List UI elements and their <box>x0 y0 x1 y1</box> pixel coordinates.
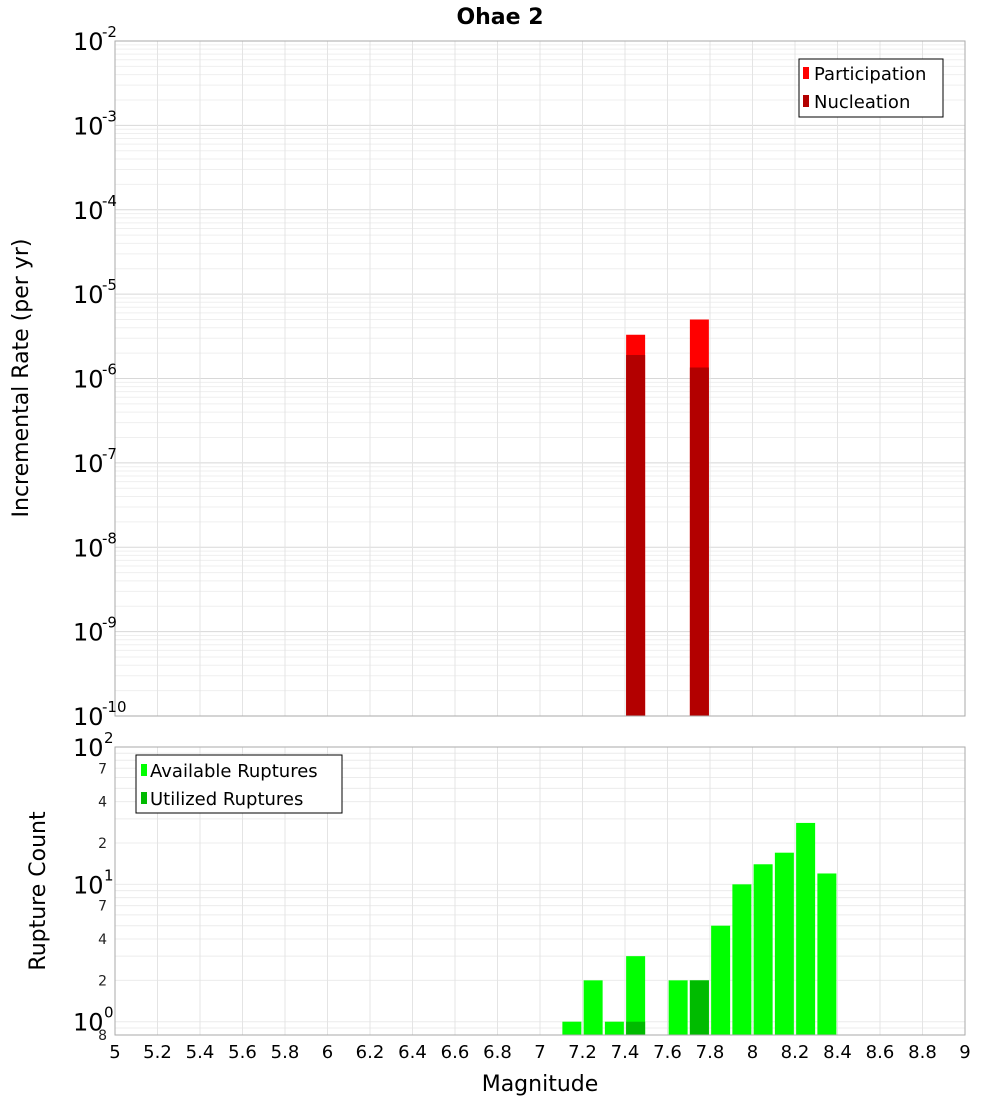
x-tick-label: 6.2 <box>356 1042 385 1063</box>
y-tick-exponent: -6 <box>102 361 117 379</box>
legend-swatch-available-ruptures <box>141 764 147 776</box>
bar-utilized-ruptures <box>626 1021 646 1035</box>
y-tick-label: 10 <box>73 112 104 140</box>
legend-label-participation: Participation <box>814 64 926 85</box>
legend-label-utilized-ruptures: Utilized Ruptures <box>150 789 303 810</box>
y-tick-exponent: -5 <box>102 276 117 294</box>
bar-available-ruptures <box>583 980 603 1035</box>
y-tick-exponent: -2 <box>102 23 117 41</box>
bottom-legend: Available Ruptures Utilized Ruptures <box>135 754 343 814</box>
x-tick-label: 8.4 <box>823 1042 852 1063</box>
y-tick-label: 10 <box>73 734 104 762</box>
bar-available-ruptures <box>562 1021 582 1035</box>
top-y-axis-label: Incremental Rate (per yr) <box>9 239 34 518</box>
legend-label-nucleation: Nucleation <box>814 92 910 113</box>
x-tick-label: 8.8 <box>908 1042 937 1063</box>
y-tick-label: 10 <box>73 281 104 309</box>
bar-available-ruptures <box>817 873 837 1035</box>
y-tick-exponent: -4 <box>102 192 117 210</box>
bar-available-ruptures <box>753 864 773 1035</box>
bar-nucleation <box>689 367 709 716</box>
y-minor-tick-label: 2 <box>98 973 107 989</box>
x-tick-label: 5.8 <box>271 1042 300 1063</box>
top-bars <box>626 319 709 716</box>
y-tick-exponent: -8 <box>102 529 117 547</box>
y-tick-label: 10 <box>73 534 104 562</box>
bottom-legend-box <box>135 754 343 814</box>
top-grid <box>114 40 966 717</box>
y-tick-label: 10 <box>73 197 104 225</box>
y-minor-tick-label: 7 <box>98 899 107 915</box>
x-axis-label: Magnitude <box>482 1072 599 1097</box>
bar-nucleation <box>626 354 646 716</box>
bar-available-ruptures <box>732 884 752 1035</box>
x-tick-label: 5.6 <box>228 1042 257 1063</box>
legend-swatch-participation <box>803 67 809 79</box>
y-tick-exponent: -9 <box>102 614 117 632</box>
bar-available-ruptures <box>796 822 816 1035</box>
bar-available-ruptures <box>668 980 688 1035</box>
x-tick-label: 8.6 <box>866 1042 895 1063</box>
y-minor-tick-label: 4 <box>98 795 107 811</box>
bottom-bars <box>562 822 837 1035</box>
y-tick-label: 10 <box>73 28 104 56</box>
y-tick-exponent: -3 <box>102 107 117 125</box>
x-tick-label: 6 <box>322 1042 333 1063</box>
legend-swatch-utilized-ruptures <box>141 792 147 804</box>
x-tick-label: 7.6 <box>653 1042 682 1063</box>
y-tick-label: 10 <box>73 619 104 647</box>
x-tick-label: 5 <box>109 1042 120 1063</box>
y-tick-label: 10 <box>73 450 104 478</box>
x-tick-label: 7 <box>534 1042 545 1063</box>
bar-available-ruptures <box>711 925 731 1035</box>
top-plot-border <box>114 40 966 717</box>
top-legend: Participation Nucleation <box>798 58 944 118</box>
bar-available-ruptures <box>774 852 794 1035</box>
bottom-plot-border <box>114 746 966 1036</box>
x-tick-label: 6.4 <box>398 1042 427 1063</box>
x-tick-label: 6.8 <box>483 1042 512 1063</box>
x-tick-label: 8 <box>747 1042 758 1063</box>
y-tick-exponent: 1 <box>104 866 114 884</box>
x-tick-label: 7.8 <box>696 1042 725 1063</box>
y-tick-label: 10 <box>73 366 104 394</box>
y-minor-tick-label: 7 <box>98 761 107 777</box>
bar-utilized-ruptures <box>689 980 709 1035</box>
y-tick-exponent: -10 <box>102 698 127 716</box>
x-tick-label: 6.6 <box>441 1042 470 1063</box>
y-tick-label: 10 <box>73 1009 104 1037</box>
x-tick-label: 9 <box>959 1042 970 1063</box>
y-tick-exponent: -7 <box>102 445 117 463</box>
x-tick-label: 7.4 <box>611 1042 640 1063</box>
bottom-y-axis-label: Rupture Count <box>26 811 51 971</box>
y-minor-tick-label: 8 <box>98 1028 107 1044</box>
x-tick-label: 8.2 <box>781 1042 810 1063</box>
x-tick-label: 7.2 <box>568 1042 597 1063</box>
y-tick-exponent: 0 <box>104 1004 114 1022</box>
top-legend-box <box>798 58 944 118</box>
chart-title: Ohae 2 <box>456 5 543 30</box>
y-tick-label: 10 <box>73 703 104 731</box>
x-tick-label: 5.4 <box>186 1042 215 1063</box>
y-tick-label: 10 <box>73 871 104 899</box>
y-minor-tick-label: 4 <box>98 932 107 948</box>
bar-available-ruptures <box>626 956 646 1035</box>
legend-swatch-nucleation <box>803 95 809 107</box>
x-tick-labels: 5 5.2 5.4 5.6 5.8 6 6.2 6.4 6.6 6.8 7 7.2 7.4 7.6 7.8 8… <box>109 1042 970 1063</box>
y-tick-exponent: 2 <box>104 729 114 747</box>
y-minor-tick-label: 2 <box>98 836 107 852</box>
legend-label-available-ruptures: Available Ruptures <box>150 761 318 782</box>
bar-available-ruptures <box>604 1021 624 1035</box>
x-tick-label: 5.2 <box>143 1042 172 1063</box>
